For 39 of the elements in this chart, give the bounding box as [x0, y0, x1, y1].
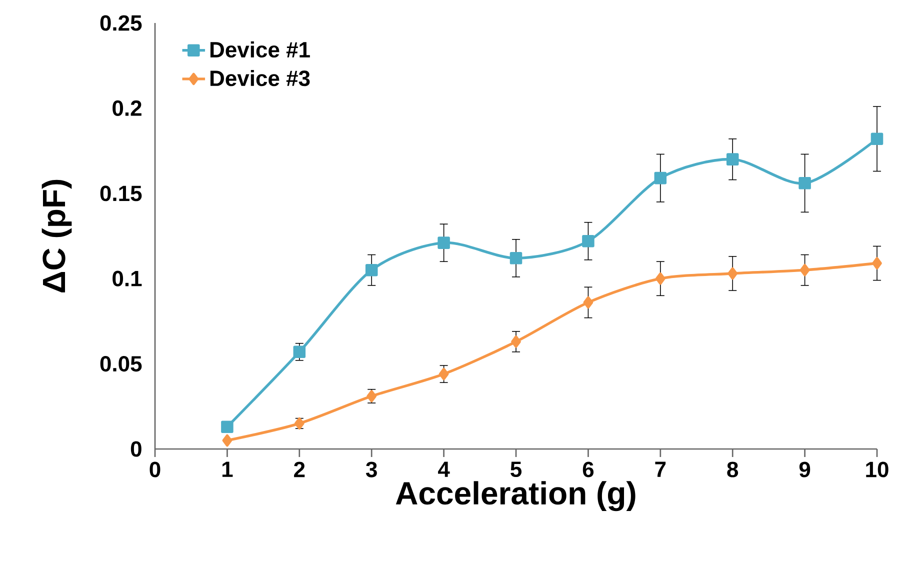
point [798, 177, 811, 190]
y-tick-label: 0.15 [100, 186, 142, 202]
x-tick-label: 2 [294, 462, 305, 478]
x-tick-label: 3 [366, 462, 377, 478]
point [438, 236, 450, 249]
x-axis-title: Acceleration (g) [396, 481, 636, 512]
point [800, 264, 810, 276]
y-tick-label: 0.05 [100, 356, 142, 372]
point [728, 267, 738, 280]
legend-label: Device #3 [210, 70, 310, 86]
point [365, 264, 378, 276]
x-tick-label: 5 [510, 462, 522, 478]
y-tick-label: 0.1 [112, 270, 142, 286]
point [654, 172, 667, 184]
point [222, 434, 232, 447]
x-tick-label: 4 [438, 462, 450, 477]
x-tick-label: 0 [150, 462, 160, 478]
y-axis-title: ΔC (pF) [42, 180, 72, 292]
x-tick-label: 6 [582, 462, 594, 478]
legend-label: Device #1 [210, 41, 310, 58]
y-tick-label: 0.25 [100, 15, 142, 31]
point [870, 132, 884, 146]
x-tick-label: 7 [655, 462, 666, 477]
point [583, 296, 594, 309]
y-tick-label: 0 [130, 441, 142, 457]
x-tick-label: 8 [727, 462, 738, 478]
x-tick-label: 10 [866, 462, 888, 478]
point [655, 272, 666, 285]
point [582, 234, 594, 248]
point [221, 420, 234, 433]
point [293, 346, 306, 358]
y-tick-label: 0.2 [112, 100, 142, 116]
x-tick-label: 9 [799, 462, 810, 478]
point [510, 252, 522, 264]
point [872, 257, 882, 270]
point [438, 368, 449, 380]
x-tick-label: 1 [222, 462, 233, 477]
point [511, 336, 521, 348]
point [726, 153, 739, 166]
